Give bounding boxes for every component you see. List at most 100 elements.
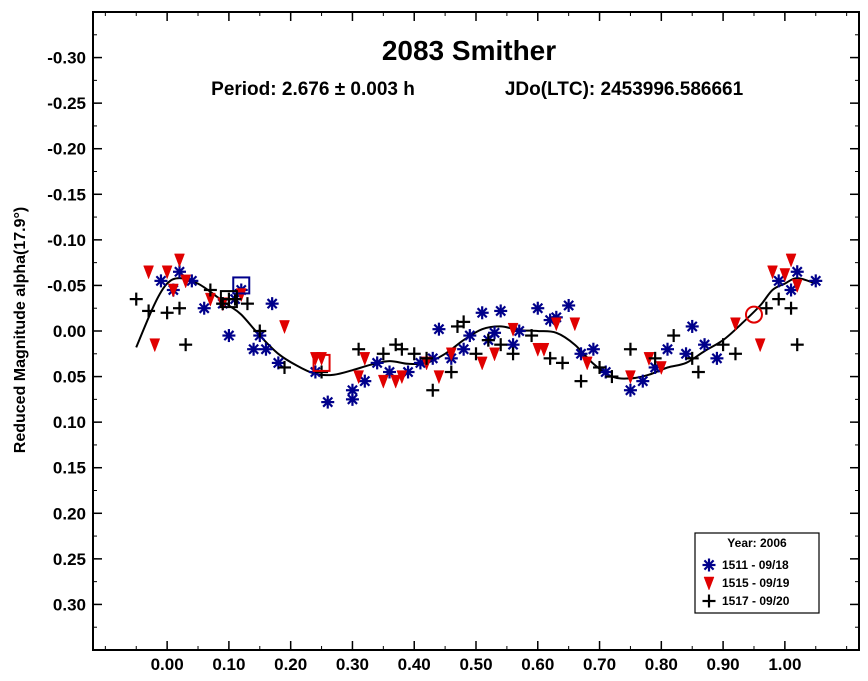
data-point-plus: [129, 292, 143, 306]
data-point-triangle-down: [791, 279, 803, 294]
data-point-plus: [759, 301, 773, 315]
data-point-triangle-down: [550, 317, 562, 332]
highlight-layer: [219, 276, 763, 372]
data-point-asterisk: [531, 301, 545, 315]
data-point-plus: [716, 338, 730, 352]
y-tick-label: 0.05: [53, 368, 86, 387]
data-point-triangle-down: [167, 283, 179, 298]
data-point-plus: [685, 351, 699, 365]
data-point-plus: [142, 304, 156, 318]
data-point-triangle-down: [625, 370, 636, 385]
data-point-asterisk: [358, 374, 372, 388]
y-tick-label: -0.10: [47, 231, 86, 250]
data-point-asterisk: [475, 306, 489, 320]
data-point-plus: [160, 306, 174, 320]
data-point-triangle-down: [489, 347, 500, 362]
data-point-asterisk: [259, 342, 273, 356]
data-point-asterisk: [623, 383, 637, 397]
data-point-plus: [278, 360, 291, 374]
x-tick-label: 0.20: [274, 655, 307, 674]
x-tick-label: 1.00: [768, 655, 801, 674]
data-point-plus: [574, 374, 588, 388]
data-point-asterisk: [698, 338, 712, 352]
data-point-triangle-down: [174, 253, 185, 268]
data-point-plus: [352, 342, 366, 356]
y-tick-label: -0.30: [47, 49, 86, 68]
data-point-triangle-down: [767, 265, 778, 280]
data-points-layer: [129, 253, 823, 409]
data-point-plus: [543, 351, 557, 365]
data-point-plus: [728, 347, 742, 361]
data-point-triangle-down: [655, 361, 667, 376]
data-point-plus: [506, 347, 520, 361]
data-point-triangle-down: [377, 374, 389, 389]
data-point-triangle-down: [779, 268, 791, 283]
data-point-asterisk: [562, 298, 576, 312]
data-point-plus: [376, 347, 390, 361]
data-point-triangle-down: [581, 356, 593, 371]
y-axis-label: Reduced Magnitude alpha(17.9°): [12, 207, 29, 453]
data-point-asterisk: [661, 342, 674, 356]
data-point-plus: [525, 329, 539, 343]
data-point-asterisk: [463, 329, 477, 343]
data-point-asterisk: [685, 319, 699, 333]
data-point-plus: [605, 370, 619, 384]
y-tick-label: -0.25: [47, 94, 86, 113]
data-point-plus: [444, 365, 458, 379]
data-point-triangle-down: [180, 274, 192, 289]
data-point-plus: [481, 333, 495, 347]
x-tick-label: 0.80: [645, 655, 678, 674]
data-point-plus: [623, 342, 637, 356]
data-point-triangle-down: [569, 317, 581, 332]
data-point-asterisk: [784, 283, 798, 297]
data-point-asterisk: [488, 326, 502, 340]
data-point-asterisk: [494, 304, 508, 318]
data-point-triangle-down: [538, 342, 550, 357]
data-point-triangle-down: [476, 356, 488, 371]
data-point-triangle-down: [730, 317, 741, 332]
x-tick-label: 0.40: [398, 655, 431, 674]
data-point-triangle-down: [353, 370, 364, 385]
data-point-asterisk: [809, 274, 823, 288]
data-point-triangle-down: [279, 320, 290, 335]
data-point-asterisk: [370, 356, 384, 370]
data-point-plus: [667, 329, 681, 343]
data-point-asterisk: [321, 395, 335, 409]
data-point-asterisk: [710, 351, 724, 365]
data-point-plus: [784, 301, 798, 315]
highlight-square: [219, 290, 238, 309]
legend-marker-triangle-down: [703, 576, 715, 591]
data-point-triangle-down: [445, 347, 457, 362]
data-point-plus: [228, 292, 242, 306]
data-point-asterisk: [197, 301, 211, 315]
x-tick-label: 0.70: [583, 655, 616, 674]
data-point-asterisk: [247, 342, 261, 356]
data-point-asterisk: [345, 383, 359, 397]
data-point-plus: [457, 315, 471, 329]
data-point-triangle-down: [507, 322, 519, 337]
y-tick-label: 0.20: [53, 504, 86, 523]
data-point-plus: [426, 383, 440, 397]
data-point-plus: [790, 338, 804, 352]
x-tick-label: 0.30: [336, 655, 369, 674]
legend-entry-label: 1517 - 09/20: [722, 594, 790, 608]
legend-marker-plus: [702, 594, 716, 608]
y-tick-label: -0.20: [47, 140, 86, 159]
legend-marker-asterisk: [702, 558, 716, 572]
data-point-triangle-down: [143, 265, 154, 280]
data-point-plus: [395, 342, 409, 356]
y-tick-label: 0.25: [53, 550, 86, 569]
data-point-triangle-down: [433, 370, 445, 385]
x-tick-label: 0.90: [707, 655, 740, 674]
data-point-asterisk: [432, 322, 446, 336]
data-point-plus: [593, 360, 607, 374]
chart-subtitle-period: Period: 2.676 ± 0.003 h: [211, 79, 415, 100]
data-point-plus: [179, 338, 193, 352]
legend-entries: 1511 - 09/18 1515 - 09/19 1517 - 09/20: [702, 558, 790, 608]
data-point-plus: [172, 301, 186, 315]
y-tick-label: 0.00: [53, 322, 86, 341]
data-point-plus: [555, 356, 569, 370]
data-point-plus: [203, 283, 217, 297]
x-tick-label: 0.00: [151, 655, 184, 674]
legend-box: [694, 532, 820, 614]
